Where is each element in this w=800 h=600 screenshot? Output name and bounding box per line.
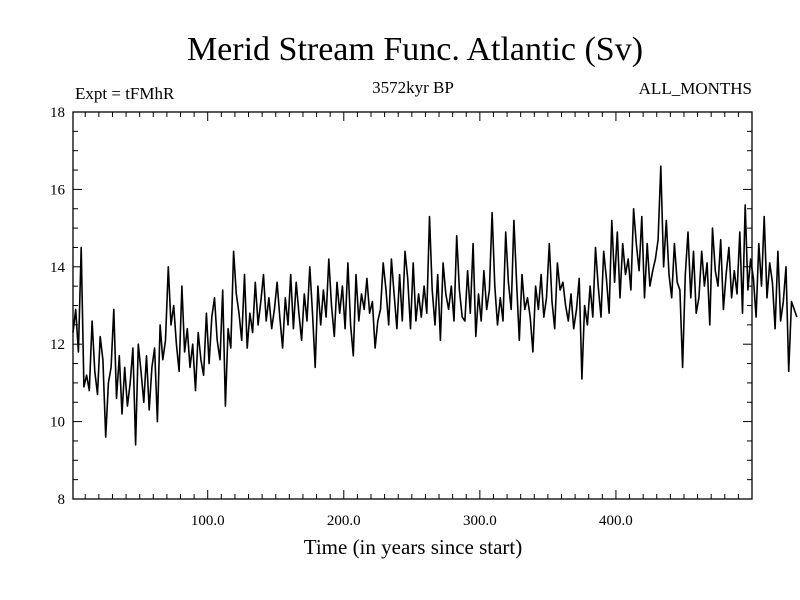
x-tick-label: 300.0 <box>463 513 497 529</box>
y-tick-label: 12 <box>50 337 65 353</box>
y-tick-label: 18 <box>50 105 65 121</box>
axis-tick-labels: 100.0 200.0 300.0 400.0 8 10 12 14 16 18 <box>50 105 633 529</box>
y-tick-label: 10 <box>50 415 65 431</box>
chart-title: Merid Stream Func. Atlantic (Sv) <box>187 31 643 68</box>
y-tick-label: 8 <box>58 492 66 508</box>
x-axis-label: Time (in years since start) <box>304 535 523 559</box>
series-line <box>72 165 798 446</box>
x-tick-label: 100.0 <box>191 513 225 529</box>
x-tick-label: 400.0 <box>599 513 633 529</box>
axis-ticks <box>73 112 752 499</box>
x-tick-label: 200.0 <box>327 513 361 529</box>
season-label: ALL_MONTHS <box>639 79 752 98</box>
period-label: 3572kyr BP <box>372 78 454 97</box>
experiment-label: Expt = tFMhR <box>75 84 175 103</box>
y-tick-label: 14 <box>50 260 66 276</box>
plot-frame <box>72 111 753 500</box>
y-tick-label: 16 <box>50 182 66 198</box>
